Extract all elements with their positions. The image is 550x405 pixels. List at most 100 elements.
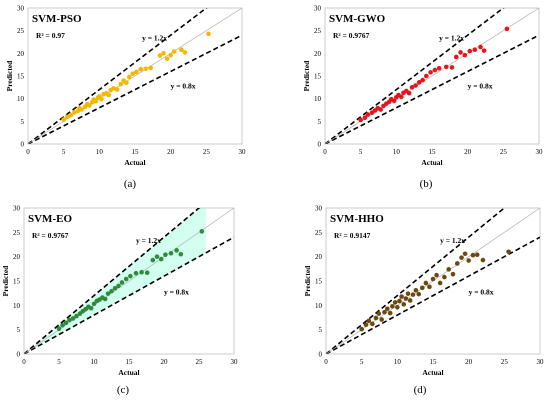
chart-svm-gwo: 0 5 10 15 20 25 30 0 5 10 15 20 25 30 Actual Predicted S…: [302, 5, 544, 168]
y-tick-label: 25: [315, 229, 323, 237]
x-tick-label: 15: [430, 358, 438, 366]
chart-svm-pso: 0 5 10 15 20 25 30 0 5 10 15 20 25 30 Actual Predicted S…: [5, 5, 247, 168]
scatter-points: [61, 31, 211, 122]
confidence-band: [24, 208, 206, 354]
y-tick-label: 15: [17, 73, 25, 81]
x-tick-label: 15: [429, 148, 437, 156]
y-tick-label: 5: [17, 326, 21, 334]
x-tick-label: 10: [96, 148, 104, 156]
x-tick-label: 20: [464, 148, 472, 156]
data-point: [454, 261, 460, 266]
data-point: [391, 98, 397, 104]
data-point: [392, 300, 398, 305]
y-tick-label: 0: [21, 141, 25, 149]
data-point: [462, 52, 468, 58]
x-axis-label: Actual: [118, 368, 139, 377]
y-tick-label: 0: [17, 351, 21, 359]
r2-label: R² = 0.9767: [333, 31, 370, 40]
data-point: [63, 320, 69, 326]
data-point: [450, 271, 456, 277]
data-point: [378, 107, 383, 112]
data-point: [133, 270, 139, 276]
data-point: [446, 267, 451, 272]
data-point: [168, 52, 173, 58]
data-point: [423, 280, 429, 286]
data-point: [472, 47, 478, 53]
data-point: [168, 250, 174, 256]
line-y1.2x: [325, 8, 505, 144]
scatter-points: [358, 26, 510, 123]
x-axis-label: Actual: [124, 158, 145, 167]
line-y1.2x: [24, 208, 201, 354]
scatter-points: [56, 229, 205, 331]
data-point: [138, 66, 144, 72]
y-tick-label: 10: [315, 302, 323, 310]
data-point: [458, 50, 463, 55]
data-point: [430, 276, 436, 282]
data-point: [72, 109, 77, 115]
y-tick-label: 10: [17, 95, 25, 103]
y-tick-label: 20: [315, 253, 323, 261]
data-point: [387, 310, 393, 316]
data-point: [68, 112, 74, 118]
data-point: [106, 92, 111, 98]
y-tick-label: 25: [13, 229, 21, 237]
data-point: [442, 274, 447, 280]
data-point: [462, 251, 468, 257]
plot-area: [324, 7, 540, 145]
data-point: [478, 44, 483, 50]
line-1-1: [28, 8, 242, 144]
plot-area: [27, 7, 243, 145]
data-point: [443, 64, 449, 70]
data-point: [74, 313, 79, 319]
data-point: [358, 117, 363, 123]
data-point: [134, 69, 139, 75]
data-point: [379, 317, 384, 322]
x-tick-label: 30: [231, 358, 239, 366]
x-tick-label: 25: [500, 148, 508, 156]
data-point: [432, 67, 438, 73]
x-tick-label: 0: [323, 148, 327, 156]
data-point: [416, 291, 422, 297]
data-point: [64, 114, 70, 120]
chart-title: SVM-HHO: [330, 213, 384, 225]
x-tick-label: 30: [536, 148, 544, 156]
y-tick-label: 0: [318, 141, 322, 149]
data-point: [199, 229, 205, 234]
data-point: [154, 254, 160, 259]
data-point: [116, 283, 121, 289]
data-point: [164, 56, 170, 62]
chart-svm-eo: 0 5 10 15 20 25 30 0 5 10 15 20 25 30 Actual Predicted S…: [1, 205, 239, 378]
y-axis-label: Predicted: [1, 265, 10, 297]
y-tick-label: 20: [314, 50, 322, 58]
caption-a: (a): [123, 178, 137, 190]
data-point: [111, 85, 116, 91]
data-point: [427, 284, 432, 290]
label-upper-bound: y = 1.2x: [439, 34, 464, 43]
plot-area: [325, 207, 541, 355]
data-point: [114, 87, 120, 92]
data-point: [467, 48, 473, 54]
label-lower-bound: y = 0.8x: [469, 288, 494, 297]
x-tick-label: 5: [62, 148, 66, 156]
scatter-points: [359, 249, 511, 332]
data-point: [481, 48, 487, 53]
data-point: [453, 54, 459, 60]
plot-area: [23, 207, 235, 355]
data-point: [423, 73, 429, 79]
r2-label: R² = 0.9147: [334, 231, 371, 240]
x-tick-label: 30: [537, 358, 545, 366]
data-point: [390, 304, 395, 309]
data-point: [376, 311, 382, 316]
x-tick-label: 20: [161, 358, 169, 366]
x-tick-label: 30: [239, 148, 247, 156]
y-axis-label: Predicted: [5, 60, 14, 92]
data-point: [148, 65, 153, 71]
data-point: [410, 292, 416, 297]
y-tick-label: 20: [17, 50, 25, 58]
data-point: [61, 117, 66, 122]
data-point: [178, 251, 184, 257]
data-point: [112, 286, 118, 291]
label-lower-bound: y = 0.8x: [468, 82, 493, 91]
